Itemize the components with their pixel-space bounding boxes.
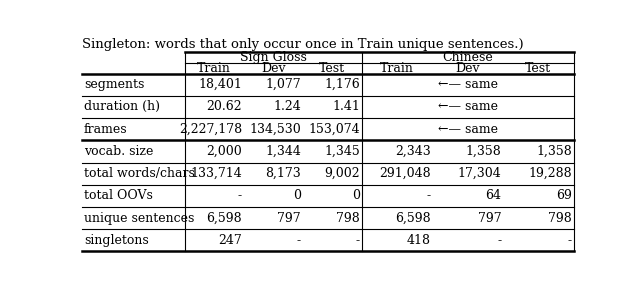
Text: 17,304: 17,304 bbox=[458, 167, 502, 180]
Text: 1,176: 1,176 bbox=[324, 78, 360, 91]
Text: frames: frames bbox=[84, 123, 127, 136]
Text: total words/chars: total words/chars bbox=[84, 167, 195, 180]
Text: Chinese: Chinese bbox=[442, 51, 493, 64]
Text: 1,358: 1,358 bbox=[536, 145, 572, 158]
Text: ←— same: ←— same bbox=[438, 78, 498, 91]
Text: 0: 0 bbox=[352, 189, 360, 202]
Text: vocab. size: vocab. size bbox=[84, 145, 153, 158]
Text: 797: 797 bbox=[278, 212, 301, 225]
Text: segments: segments bbox=[84, 78, 144, 91]
Text: -: - bbox=[427, 189, 431, 202]
Text: 418: 418 bbox=[407, 234, 431, 247]
Text: -: - bbox=[568, 234, 572, 247]
Text: unique sentences: unique sentences bbox=[84, 212, 195, 225]
Text: 291,048: 291,048 bbox=[379, 167, 431, 180]
Text: 0: 0 bbox=[293, 189, 301, 202]
Text: 1,344: 1,344 bbox=[265, 145, 301, 158]
Text: total OOVs: total OOVs bbox=[84, 189, 153, 202]
Text: -: - bbox=[356, 234, 360, 247]
Text: 798: 798 bbox=[337, 212, 360, 225]
Text: 2,343: 2,343 bbox=[395, 145, 431, 158]
Text: Test: Test bbox=[319, 62, 345, 75]
Text: 8,173: 8,173 bbox=[266, 167, 301, 180]
Text: 9,002: 9,002 bbox=[324, 167, 360, 180]
Text: 134,530: 134,530 bbox=[250, 123, 301, 136]
Text: 1,077: 1,077 bbox=[266, 78, 301, 91]
Text: 6,598: 6,598 bbox=[395, 212, 431, 225]
Text: 2,000: 2,000 bbox=[206, 145, 242, 158]
Text: Sign Gloss: Sign Gloss bbox=[240, 51, 307, 64]
Text: Test: Test bbox=[525, 62, 552, 75]
Text: -: - bbox=[238, 189, 242, 202]
Text: 20.62: 20.62 bbox=[207, 100, 242, 114]
Text: 1.24: 1.24 bbox=[273, 100, 301, 114]
Text: Dev: Dev bbox=[455, 62, 480, 75]
Text: 797: 797 bbox=[478, 212, 502, 225]
Text: Singleton: words that only occur once in Train unique sentences.): Singleton: words that only occur once in… bbox=[83, 38, 524, 51]
Text: 1.41: 1.41 bbox=[332, 100, 360, 114]
Text: 64: 64 bbox=[486, 189, 502, 202]
Text: 247: 247 bbox=[218, 234, 242, 247]
Text: 2,227,178: 2,227,178 bbox=[179, 123, 242, 136]
Text: singletons: singletons bbox=[84, 234, 148, 247]
Text: 19,288: 19,288 bbox=[529, 167, 572, 180]
Text: 133,714: 133,714 bbox=[190, 167, 242, 180]
Text: 1,345: 1,345 bbox=[324, 145, 360, 158]
Text: -: - bbox=[297, 234, 301, 247]
Text: Train: Train bbox=[380, 62, 414, 75]
Text: 69: 69 bbox=[556, 189, 572, 202]
Text: 798: 798 bbox=[548, 212, 572, 225]
Text: 1,358: 1,358 bbox=[466, 145, 502, 158]
Text: ←— same: ←— same bbox=[438, 123, 498, 136]
Text: -: - bbox=[497, 234, 502, 247]
Text: 18,401: 18,401 bbox=[198, 78, 242, 91]
Text: 153,074: 153,074 bbox=[308, 123, 360, 136]
Text: duration (h): duration (h) bbox=[84, 100, 160, 114]
Text: ←— same: ←— same bbox=[438, 100, 498, 114]
Text: 6,598: 6,598 bbox=[207, 212, 242, 225]
Text: Dev: Dev bbox=[261, 62, 285, 75]
Text: Train: Train bbox=[197, 62, 231, 75]
